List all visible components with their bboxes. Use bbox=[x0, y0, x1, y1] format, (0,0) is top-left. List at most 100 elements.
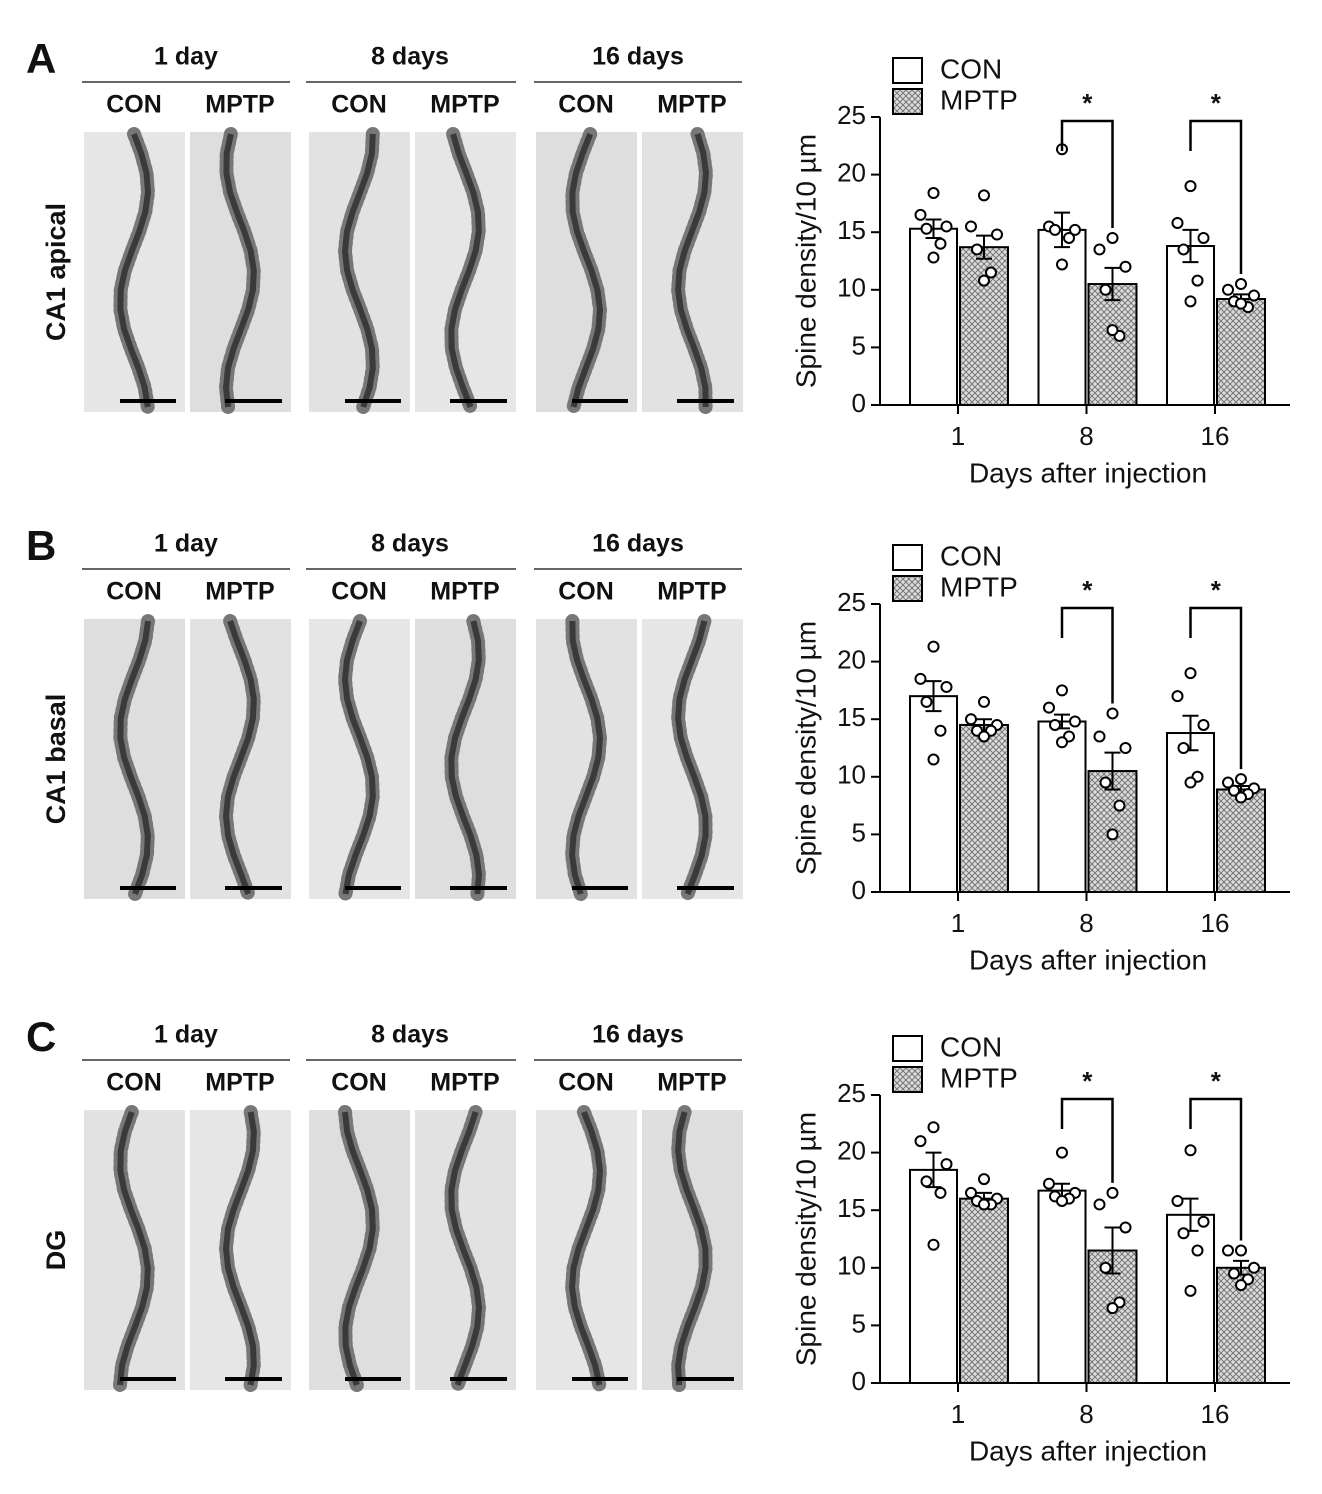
data-point bbox=[1191, 274, 1204, 287]
data-point bbox=[1222, 283, 1234, 296]
panel-letter: C bbox=[26, 1013, 56, 1060]
y-tick-label: 5 bbox=[852, 1308, 866, 1338]
data-point bbox=[978, 1198, 990, 1211]
time-header: 1 day bbox=[154, 1021, 218, 1049]
data-point bbox=[1171, 1194, 1184, 1207]
significance-label: * bbox=[1211, 575, 1222, 605]
y-tick-label: 25 bbox=[837, 1078, 866, 1108]
condition-label: MPTP bbox=[205, 578, 274, 606]
condition-label: CON bbox=[331, 1069, 387, 1097]
dendrite bbox=[675, 133, 709, 408]
data-point bbox=[914, 208, 927, 221]
data-point bbox=[1069, 715, 1081, 728]
significance-bracket bbox=[1189, 606, 1243, 770]
bar bbox=[1087, 283, 1138, 407]
dendrite bbox=[342, 619, 376, 895]
data-point bbox=[927, 640, 940, 653]
dendrite bbox=[117, 620, 151, 896]
dendrite bbox=[675, 620, 709, 896]
error-bar bbox=[976, 234, 992, 260]
data-point bbox=[965, 1186, 977, 1199]
data-point bbox=[940, 680, 953, 693]
data-point bbox=[1184, 1284, 1197, 1297]
data-point bbox=[1235, 1244, 1247, 1257]
micrograph bbox=[642, 132, 743, 412]
data-point bbox=[1049, 223, 1061, 236]
data-point bbox=[1099, 1261, 1112, 1274]
condition-label: MPTP bbox=[205, 91, 274, 119]
dendrite bbox=[448, 620, 482, 895]
data-point bbox=[927, 1121, 940, 1134]
data-point bbox=[1119, 742, 1132, 754]
data-point bbox=[978, 274, 990, 287]
data-point bbox=[965, 220, 977, 233]
data-point bbox=[1056, 1146, 1068, 1159]
micrograph bbox=[190, 1110, 291, 1390]
y-tick-label: 10 bbox=[837, 760, 866, 790]
data-point bbox=[1106, 324, 1119, 337]
data-point bbox=[1113, 799, 1126, 812]
data-point bbox=[1069, 223, 1081, 236]
dendrite bbox=[223, 620, 257, 896]
data-point bbox=[1235, 773, 1247, 786]
legend-label: CON bbox=[940, 53, 1002, 84]
bar bbox=[1037, 720, 1087, 894]
region-label: DG bbox=[41, 1230, 71, 1271]
data-point bbox=[1177, 243, 1190, 256]
bar bbox=[1166, 245, 1215, 406]
data-point bbox=[927, 753, 940, 766]
dendrite bbox=[448, 1111, 482, 1387]
x-tick-label: 16 bbox=[1201, 908, 1230, 938]
bar-chart: 0 5 10 15 20 25 Spine density/10 µm Days after … bbox=[790, 53, 1290, 488]
data-point bbox=[1056, 736, 1068, 749]
data-point bbox=[1184, 180, 1197, 193]
data-point bbox=[1171, 690, 1184, 703]
data-point bbox=[1056, 258, 1068, 271]
data-point bbox=[991, 228, 1003, 241]
data-point bbox=[1177, 1227, 1190, 1240]
time-header: 8 days bbox=[371, 1021, 449, 1049]
bar bbox=[1037, 228, 1087, 406]
data-point bbox=[1056, 684, 1068, 697]
condition-label: MPTP bbox=[657, 91, 726, 119]
significance-label: * bbox=[1082, 575, 1093, 605]
data-point bbox=[1049, 718, 1061, 731]
legend-swatch bbox=[892, 1066, 923, 1093]
error-bar bbox=[1104, 266, 1121, 302]
data-point bbox=[914, 1135, 927, 1148]
micrograph bbox=[536, 619, 637, 899]
data-point bbox=[1093, 1198, 1106, 1211]
condition-label: MPTP bbox=[430, 91, 499, 119]
y-tick-label: 25 bbox=[837, 100, 866, 130]
time-header: 8 days bbox=[371, 43, 449, 71]
dendrite bbox=[117, 132, 151, 408]
data-point bbox=[914, 672, 927, 685]
y-tick-label: 0 bbox=[852, 1366, 866, 1396]
error-bar bbox=[1182, 228, 1199, 264]
bar-chart: 0 5 10 15 20 25 Spine density/10 µm Days after … bbox=[790, 540, 1290, 975]
data-point bbox=[927, 251, 940, 264]
significance-bracket bbox=[1189, 119, 1243, 275]
data-point bbox=[1235, 278, 1247, 291]
data-point bbox=[978, 695, 990, 708]
y-tick-label: 10 bbox=[837, 1251, 866, 1281]
data-point bbox=[1184, 667, 1197, 680]
significance-label: * bbox=[1082, 1066, 1093, 1096]
time-header: 16 days bbox=[592, 530, 684, 558]
data-point bbox=[1119, 1221, 1132, 1234]
legend-swatch bbox=[892, 575, 923, 602]
data-point bbox=[1184, 1144, 1197, 1157]
legend-label: CON bbox=[940, 1031, 1002, 1062]
data-point bbox=[1197, 231, 1210, 244]
dendrite bbox=[569, 620, 603, 895]
data-point bbox=[1248, 289, 1260, 302]
x-tick-label: 1 bbox=[951, 908, 965, 938]
bar bbox=[909, 1168, 958, 1384]
data-point bbox=[1106, 231, 1119, 244]
significance-label: * bbox=[1211, 88, 1222, 118]
y-tick-label: 10 bbox=[837, 273, 866, 303]
x-tick-label: 8 bbox=[1079, 1399, 1093, 1429]
x-axis-label: Days after injection bbox=[969, 457, 1207, 488]
data-point bbox=[927, 187, 940, 200]
